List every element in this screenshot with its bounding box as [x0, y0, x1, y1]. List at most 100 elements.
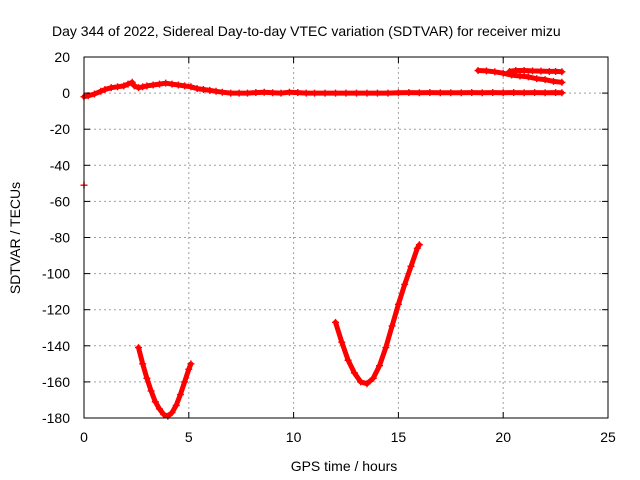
data-point [468, 89, 476, 97]
data-point [130, 82, 138, 90]
y-tick-label: 0 [62, 85, 70, 101]
x-tick-label: 20 [495, 429, 511, 445]
data-point [147, 387, 155, 395]
data-point [114, 83, 122, 91]
data-point [533, 75, 541, 83]
data-point [218, 88, 226, 96]
y-tick-label: -160 [42, 374, 70, 390]
data-point [413, 244, 421, 252]
data-point [491, 68, 499, 76]
data-point [426, 89, 434, 97]
data-point [541, 89, 549, 97]
data-point [160, 410, 168, 418]
data-point [134, 344, 142, 352]
data-point [394, 300, 402, 308]
data-point [187, 360, 195, 368]
data-point [277, 89, 285, 97]
data-point [531, 89, 539, 97]
data-point [407, 262, 415, 270]
data-point [344, 356, 352, 364]
data-point [558, 78, 566, 86]
y-tick-label: -80 [50, 230, 70, 246]
data-point [187, 83, 195, 91]
x-axis-label: GPS time / hours [291, 458, 398, 474]
data-point [172, 401, 180, 409]
grid-lines [84, 57, 608, 418]
data-point [155, 80, 163, 88]
data-point [143, 82, 151, 90]
data-point [97, 87, 105, 95]
series-dip-1 [134, 344, 195, 420]
data-point [128, 78, 136, 86]
data-point [181, 378, 189, 386]
data-point [373, 89, 381, 97]
data-point [252, 89, 260, 97]
data-point [552, 89, 560, 97]
data-point [363, 380, 371, 388]
data-point [436, 89, 444, 97]
chart-title: Day 344 of 2022, Sidereal Day-to-day VTE… [52, 23, 561, 39]
data-point [332, 318, 340, 326]
data-point [120, 82, 128, 90]
data-point [151, 398, 159, 406]
data-point [90, 90, 98, 98]
data-point [338, 338, 346, 346]
data-point [388, 322, 396, 330]
series-trace [136, 345, 194, 419]
data-point [227, 89, 235, 97]
data-point [181, 82, 189, 90]
data-point [285, 88, 293, 96]
data-point [376, 362, 384, 370]
data-point [558, 68, 566, 76]
data-point [294, 89, 302, 97]
x-tick-label: 10 [286, 429, 302, 445]
data-point [401, 280, 409, 288]
data-point [332, 89, 340, 97]
data-point [510, 89, 518, 97]
data-point [164, 412, 172, 420]
data-point [369, 374, 377, 382]
data-point [499, 89, 507, 97]
data-point [382, 344, 390, 352]
data-point [474, 67, 482, 75]
data-point [482, 67, 490, 75]
data-point [185, 365, 193, 373]
data-point [447, 89, 455, 97]
data-point [269, 89, 277, 97]
data-point [394, 89, 402, 97]
y-tick-label: 20 [54, 49, 70, 65]
data-point [537, 67, 545, 75]
data-point [199, 85, 207, 93]
data-point [405, 89, 413, 97]
data-point [512, 67, 520, 75]
series-upper-track [474, 67, 566, 86]
data-point [143, 374, 151, 382]
axis-ticks: 0 5 10 15 20 25 20 0 -20 -40 -60 -80 -100 -120 -140 -16… [42, 49, 616, 445]
data-point [489, 89, 497, 97]
data-point [260, 88, 268, 96]
y-tick-label: -120 [42, 302, 70, 318]
data-point [524, 73, 532, 81]
data-point [235, 89, 243, 97]
data-point [212, 87, 220, 95]
data-point [168, 409, 176, 417]
y-axis-label: SDTVAR / TECUs [7, 182, 23, 294]
y-tick-label: -60 [50, 193, 70, 209]
data-point [529, 67, 537, 75]
data-point [415, 89, 423, 97]
data-point [168, 80, 176, 88]
data-point [550, 77, 558, 85]
data-point [193, 85, 201, 93]
data-point [520, 89, 528, 97]
data-point [311, 89, 319, 97]
data-point [162, 79, 170, 87]
series-upper-track-2 [505, 67, 566, 76]
data-point [499, 69, 507, 77]
data-point [149, 81, 157, 89]
data-point [139, 360, 147, 368]
data-point [478, 89, 486, 97]
data-point [352, 89, 360, 97]
y-tick-label: -40 [50, 157, 70, 173]
data-point [384, 89, 392, 97]
